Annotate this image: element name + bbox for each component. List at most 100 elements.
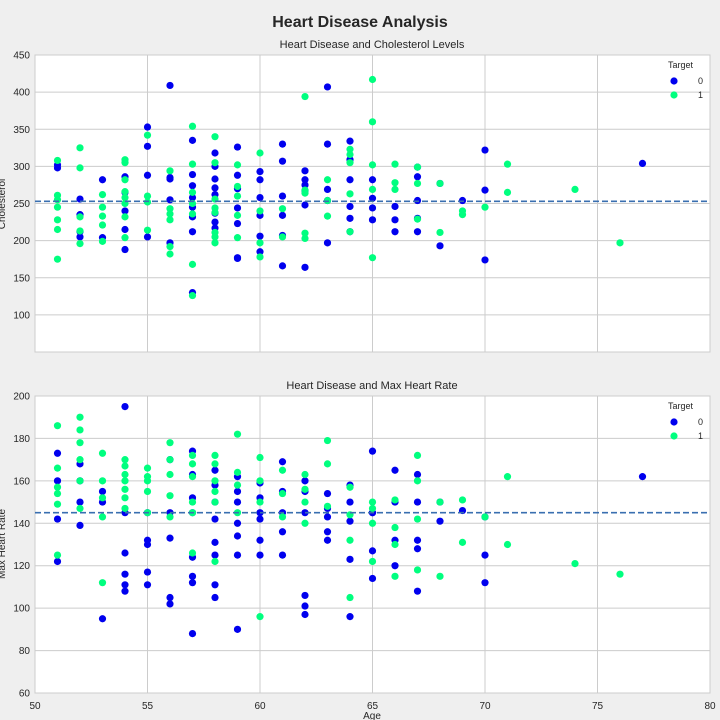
data-point bbox=[346, 498, 354, 506]
data-point bbox=[121, 587, 129, 595]
data-point bbox=[278, 211, 287, 219]
data-point bbox=[76, 227, 84, 235]
data-point bbox=[76, 456, 84, 464]
data-point bbox=[301, 263, 309, 271]
data-point bbox=[188, 579, 197, 587]
data-point bbox=[98, 221, 107, 229]
data-point bbox=[76, 233, 84, 241]
y-tick-label: 160 bbox=[13, 476, 30, 487]
data-point bbox=[256, 453, 264, 462]
data-point bbox=[98, 449, 107, 457]
data-point bbox=[256, 232, 264, 240]
data-point bbox=[211, 498, 219, 506]
data-point bbox=[143, 487, 152, 496]
data-point bbox=[368, 194, 377, 202]
data-point bbox=[211, 538, 219, 546]
data-point bbox=[233, 143, 242, 151]
data-point bbox=[143, 568, 152, 576]
data-point bbox=[458, 211, 467, 219]
data-point bbox=[368, 204, 377, 212]
data-point bbox=[143, 131, 152, 139]
data-point bbox=[53, 483, 62, 491]
data-point bbox=[481, 186, 489, 194]
data-point bbox=[233, 204, 242, 212]
legend-marker bbox=[670, 432, 678, 440]
legend: Target 0 1 bbox=[668, 401, 703, 441]
data-point bbox=[166, 167, 174, 175]
data-point bbox=[211, 218, 219, 226]
data-point bbox=[571, 559, 579, 568]
data-point bbox=[256, 167, 264, 176]
data-point bbox=[256, 515, 264, 523]
data-point bbox=[76, 164, 84, 172]
data-point bbox=[368, 574, 377, 583]
data-point bbox=[323, 176, 332, 184]
data-point bbox=[121, 462, 129, 470]
data-point bbox=[301, 229, 309, 237]
series-1 bbox=[53, 75, 624, 300]
data-point bbox=[211, 557, 219, 566]
data-point bbox=[301, 189, 309, 197]
data-point bbox=[98, 487, 107, 496]
data-point bbox=[53, 477, 62, 485]
data-point bbox=[211, 515, 219, 523]
data-point bbox=[188, 549, 197, 557]
data-point bbox=[166, 534, 174, 542]
y-tick-label: 60 bbox=[19, 689, 31, 700]
data-point bbox=[166, 210, 174, 218]
data-point bbox=[233, 182, 242, 191]
data-point bbox=[121, 470, 129, 479]
data-point bbox=[301, 167, 309, 175]
data-point bbox=[188, 170, 197, 179]
data-point bbox=[301, 176, 309, 184]
data-point bbox=[368, 75, 377, 84]
data-point bbox=[188, 182, 197, 190]
data-point bbox=[166, 593, 174, 602]
data-point bbox=[278, 157, 287, 165]
data-point bbox=[211, 184, 219, 192]
data-point bbox=[211, 149, 219, 157]
data-point bbox=[368, 519, 377, 527]
x-tick-label: 75 bbox=[592, 701, 604, 712]
data-point bbox=[436, 572, 444, 580]
data-point bbox=[301, 602, 309, 610]
data-point bbox=[211, 487, 219, 496]
x-tick-label: 70 bbox=[479, 701, 491, 712]
data-point bbox=[143, 171, 152, 179]
data-point bbox=[188, 188, 197, 196]
data-point bbox=[323, 239, 332, 247]
data-point bbox=[413, 163, 422, 171]
data-point bbox=[188, 498, 197, 506]
data-point bbox=[278, 528, 287, 536]
data-point bbox=[481, 146, 489, 154]
data-point bbox=[98, 203, 107, 211]
data-point bbox=[323, 489, 332, 498]
data-point bbox=[323, 528, 332, 536]
data-point bbox=[413, 228, 422, 236]
data-point bbox=[211, 477, 219, 485]
legend-title: Target bbox=[668, 401, 694, 411]
data-point bbox=[233, 254, 242, 263]
data-point bbox=[188, 260, 197, 268]
data-point bbox=[616, 239, 624, 247]
y-tick-label: 200 bbox=[13, 392, 30, 403]
data-point bbox=[98, 190, 107, 199]
chart-title: Heart Disease and Max Heart Rate bbox=[286, 380, 457, 392]
data-point bbox=[211, 208, 219, 217]
y-tick-label: 80 bbox=[19, 646, 31, 657]
data-point bbox=[166, 492, 174, 500]
figure-title: Heart Disease Analysis bbox=[272, 14, 448, 31]
data-point bbox=[346, 202, 354, 211]
data-point bbox=[188, 630, 197, 638]
legend-marker bbox=[670, 77, 678, 85]
x-tick-label: 60 bbox=[254, 701, 266, 712]
data-point bbox=[143, 142, 152, 150]
y-tick-label: 250 bbox=[13, 199, 30, 210]
data-point bbox=[143, 226, 152, 234]
data-point bbox=[76, 521, 84, 530]
data-point bbox=[391, 202, 399, 211]
data-point bbox=[188, 460, 197, 468]
data-point bbox=[346, 483, 354, 491]
data-point bbox=[188, 291, 197, 300]
data-point bbox=[76, 498, 84, 506]
